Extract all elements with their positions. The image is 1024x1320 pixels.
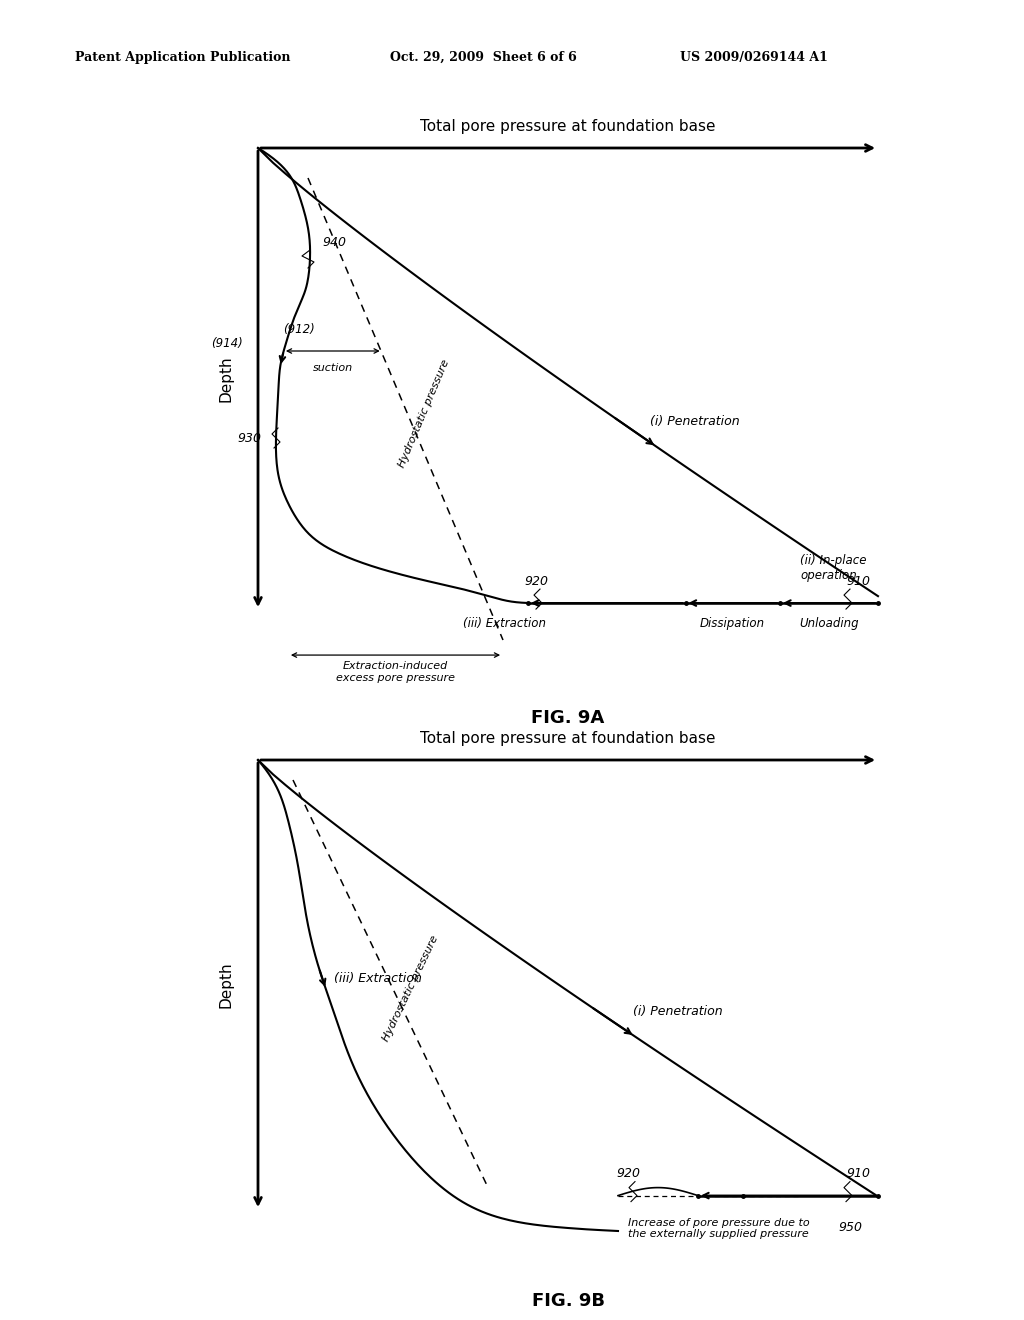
Text: 920: 920 — [616, 1167, 640, 1180]
Text: suction: suction — [312, 363, 353, 374]
Text: (912): (912) — [283, 322, 314, 335]
Text: Hydrostatic pressure: Hydrostatic pressure — [396, 359, 451, 470]
Text: 930: 930 — [237, 432, 261, 445]
Text: (i) Penetration: (i) Penetration — [633, 1006, 723, 1018]
Text: Extraction-induced
excess pore pressure: Extraction-induced excess pore pressure — [336, 661, 455, 682]
Text: 910: 910 — [846, 1167, 870, 1180]
Text: US 2009/0269144 A1: US 2009/0269144 A1 — [680, 50, 827, 63]
Text: Total pore pressure at foundation base: Total pore pressure at foundation base — [420, 730, 716, 746]
Text: Oct. 29, 2009  Sheet 6 of 6: Oct. 29, 2009 Sheet 6 of 6 — [390, 50, 577, 63]
Text: Increase of pore pressure due to
the externally supplied pressure: Increase of pore pressure due to the ext… — [628, 1217, 810, 1239]
Text: (iii) Extraction: (iii) Extraction — [334, 972, 422, 985]
Text: (iii) Extraction: (iii) Extraction — [463, 616, 546, 630]
Text: 950: 950 — [838, 1221, 862, 1234]
Text: 910: 910 — [846, 574, 870, 587]
Text: Total pore pressure at foundation base: Total pore pressure at foundation base — [420, 119, 716, 133]
Text: 920: 920 — [524, 574, 548, 587]
Text: (914): (914) — [211, 337, 243, 350]
Text: Depth: Depth — [218, 355, 233, 403]
Text: 940: 940 — [322, 235, 346, 248]
Text: Patent Application Publication: Patent Application Publication — [75, 50, 291, 63]
Text: FIG. 9B: FIG. 9B — [531, 1291, 604, 1309]
Text: Unloading: Unloading — [799, 616, 859, 630]
Text: (i) Penetration: (i) Penetration — [650, 416, 739, 429]
Text: Dissipation: Dissipation — [700, 616, 765, 630]
Text: FIG. 9A: FIG. 9A — [531, 709, 604, 727]
Text: Depth: Depth — [218, 962, 233, 1008]
Text: (ii) In-place
operation: (ii) In-place operation — [800, 554, 866, 582]
Text: Hydrostatic pressure: Hydrostatic pressure — [381, 935, 440, 1043]
